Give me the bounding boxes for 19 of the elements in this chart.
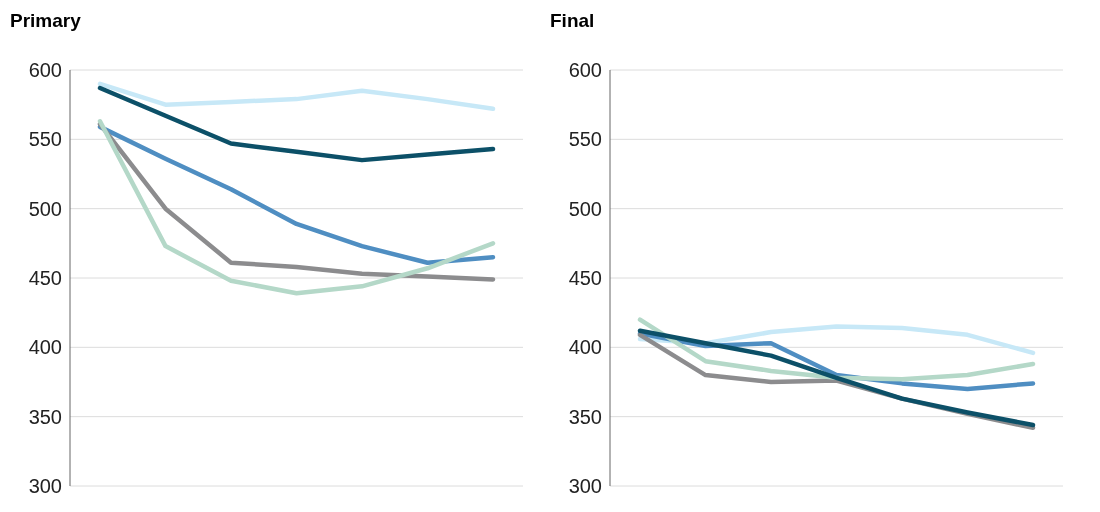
line-series <box>637 317 1036 382</box>
y-tick-label: 500 <box>28 197 62 220</box>
y-tick-label: 550 <box>28 128 62 151</box>
y-tick-label: 500 <box>568 197 602 220</box>
y-tick-label: 350 <box>568 405 602 428</box>
line-series <box>97 85 496 163</box>
line-series <box>97 81 496 112</box>
y-tick-label: 300 <box>28 475 62 498</box>
y-tick-label: 400 <box>568 336 602 359</box>
y-tick-label: 600 <box>28 59 62 82</box>
y-tick-label: 550 <box>568 128 602 151</box>
chart-title: Final <box>549 9 596 33</box>
y-tick-label: 450 <box>568 267 602 290</box>
y-tick-label: 300 <box>568 475 602 498</box>
y-tick-label: 350 <box>28 405 62 428</box>
y-tick-label: 400 <box>28 336 62 359</box>
chart-title: Primary <box>9 9 82 33</box>
y-tick-label: 600 <box>568 59 602 82</box>
y-tick-label: 450 <box>28 267 62 290</box>
